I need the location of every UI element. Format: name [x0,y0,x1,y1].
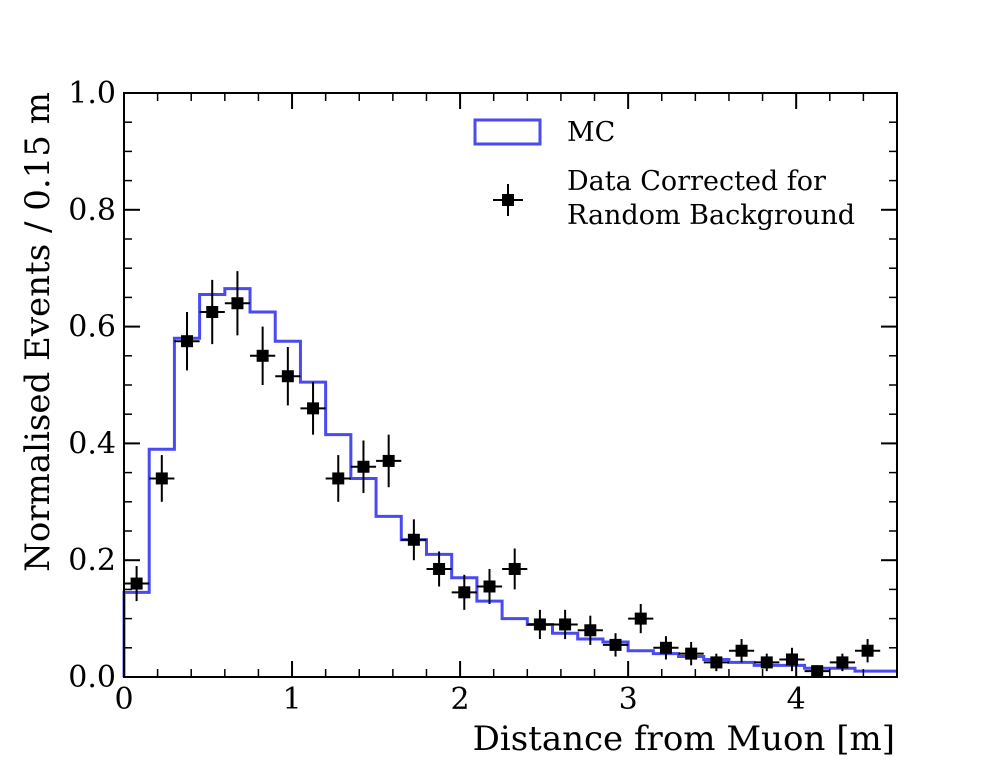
x-axis-label: Distance from Muon [m] [473,719,895,759]
data-point-13 [458,586,471,599]
data-point-26 [785,653,798,666]
data-point-27 [811,665,824,678]
data-point-18 [584,624,597,637]
data-point-16 [533,618,546,631]
y-tick-label-1: 0.2 [68,543,116,578]
data-point-4 [231,297,244,310]
data-point-3 [206,306,219,318]
y-axis-label: Normalised Events / 0.15 m [18,92,58,572]
data-point-0 [130,577,143,590]
data-point-17 [559,618,572,631]
y-tick-label-5: 1.0 [68,76,116,111]
data-point-1 [155,472,168,485]
data-point-9 [357,460,370,473]
axes: 0 1 2 3 4 0.0 0.2 0.4 0.6 0.8 1.0 [68,76,898,717]
data-point-14 [483,580,496,593]
y-tick-label-2: 0.4 [68,426,116,461]
data-point-28 [836,656,849,669]
legend-mc-label: MC [567,117,615,148]
data-point-22 [685,647,698,660]
data-point-10 [382,454,395,467]
x-tick-label-2: 2 [451,682,470,717]
y-tick-label-0: 0.0 [68,660,116,695]
data-point-20 [634,612,647,625]
data-point-7 [307,402,320,415]
legend: MC Data Corrected for Random Background [473,117,855,231]
x-tick-label-1: 1 [282,682,301,717]
data-point-5 [256,349,269,362]
legend-data-label-line-1: Data Corrected for [567,166,826,197]
legend-data-label-line-2: Random Background [567,200,855,231]
legend-data-marker [502,194,514,206]
data-point-15 [508,562,521,575]
data-point-8 [332,472,345,485]
plot-area [122,271,897,678]
legend-mc-swatch [473,118,542,146]
data-point-2 [181,335,194,348]
data-point-11 [407,533,420,546]
data-point-24 [735,644,748,657]
x-tick-label-0: 0 [114,682,133,717]
y-tick-label-4: 0.8 [68,193,116,228]
y-tick-label-3: 0.6 [68,310,116,345]
data-point-25 [760,656,773,669]
data-point-23 [710,656,723,669]
x-tick-label-4: 4 [787,682,806,717]
mc-step-line [122,287,897,677]
data-point-12 [433,562,446,575]
x-tick-label-3: 3 [619,682,638,717]
data-point-21 [659,641,672,654]
data-point-19 [609,638,622,651]
data-point-29 [861,644,874,657]
data-point-6 [281,370,294,383]
